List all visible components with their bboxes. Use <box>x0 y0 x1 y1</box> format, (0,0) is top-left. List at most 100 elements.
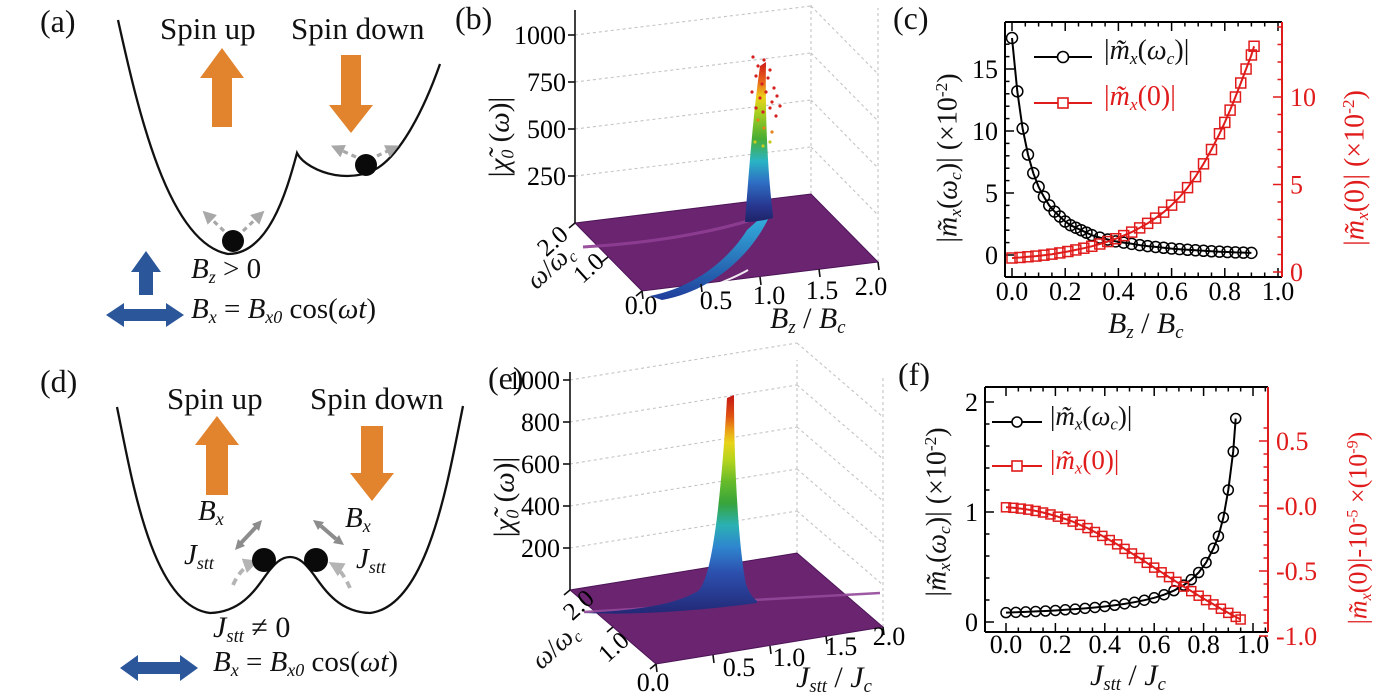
text-segment: m̃ <box>1055 445 1075 475</box>
panel-f-plot: 0.0 0.2 0.4 0.6 0.8 1.0 0 1 2 0.5 -0.0 -0.5 -1.0 <box>965 386 1317 659</box>
legend-label-mx-0-f: |m̃x(0)| <box>1050 446 1119 477</box>
text-segment: c <box>837 317 846 339</box>
corner-tick-label: 0.0 <box>625 291 658 320</box>
series-marker <box>1185 573 1197 586</box>
y-left-tick-label: 5 <box>985 179 998 208</box>
x-tick-label: 0.5 <box>700 286 733 315</box>
series-marker <box>1067 516 1078 527</box>
text-segment: x0 <box>287 660 305 681</box>
series-marker <box>1205 143 1218 156</box>
spike-speckles <box>750 55 782 148</box>
series-marker <box>1222 484 1235 496</box>
series-marker <box>1200 556 1212 569</box>
text-segment: > 0 <box>215 253 262 285</box>
text-segment: ω <box>932 179 964 200</box>
text-segment: ) <box>388 646 399 678</box>
floor-highlight <box>699 269 749 292</box>
fluctuation-arrow <box>241 210 265 233</box>
text-segment: | <box>1050 401 1056 431</box>
legend-label-mx-wc-f: |m̃x(ωc)| <box>1050 402 1132 433</box>
x-tick-label: 1.0 <box>1237 630 1270 659</box>
text-segment: stt <box>1103 674 1121 696</box>
text-segment: cos( <box>304 646 360 678</box>
text-segment: x <box>935 563 955 571</box>
bx-double-arrow-right <box>313 520 344 545</box>
text-segment: = <box>238 646 270 678</box>
text-segment: ) <box>1343 431 1373 441</box>
spin-down-arrow <box>329 55 373 133</box>
series-marker <box>1030 250 1042 262</box>
panel-a-diagram <box>106 19 442 327</box>
spin-up-label-d: Spin up <box>167 381 263 416</box>
bx-field-arrow <box>106 303 184 327</box>
text-segment: ( <box>921 553 953 564</box>
text-segment: x <box>215 509 224 530</box>
text-segment: ω <box>337 293 359 325</box>
text-segment: J <box>1090 659 1104 692</box>
bz-field-arrow <box>131 251 161 295</box>
series-marker <box>1000 502 1012 513</box>
text-segment: m̃ <box>932 216 964 238</box>
legend-label-mx-0-c: |m̃x(0)| <box>1104 82 1176 114</box>
series-marker <box>1015 503 1027 514</box>
text-segment: -2 <box>920 436 940 452</box>
series-marker <box>1070 244 1082 256</box>
z-tick-label: 1000 <box>508 366 560 395</box>
text-segment: J <box>213 611 227 644</box>
legend-marker-mx-wc-f <box>992 416 1042 428</box>
text-segment: ( <box>488 492 521 510</box>
text-segment: x <box>230 660 239 681</box>
x-tick-label: 0.4 <box>1102 277 1135 306</box>
floor-axis-ticks <box>563 589 885 673</box>
z-tick-label: 200 <box>521 534 560 563</box>
series-marker <box>1032 180 1045 194</box>
text-segment: | <box>932 237 964 243</box>
text-segment: (0)|-10 <box>1343 523 1373 594</box>
text-segment: x <box>1129 94 1138 114</box>
series-marker <box>1022 504 1034 515</box>
text-segment: B <box>269 646 288 678</box>
text-segment: ( <box>932 199 964 210</box>
x-axis-title-e: Jstt / Jc <box>796 662 872 697</box>
text-segment: B <box>191 253 209 285</box>
x-tick-label: 0.8 <box>1187 630 1220 659</box>
legend-marker-mx-wc-c <box>1034 50 1092 64</box>
corner-tick-label: 0.0 <box>637 668 670 697</box>
text-segment: x <box>946 209 966 217</box>
bx-field-arrow <box>120 655 198 681</box>
series-marker <box>1006 252 1018 264</box>
series-marker <box>1045 509 1056 520</box>
jstt-label-left: Jstt <box>184 540 214 573</box>
x-axis-title-b: Bz / Bc <box>770 303 846 338</box>
text-segment: χ̃ <box>488 518 521 532</box>
x-tick-label: 0.4 <box>1089 630 1122 659</box>
series-marker <box>1245 49 1258 61</box>
text-segment: (0)| <box>1137 81 1176 112</box>
bx-drive-a: Bx = Bx0 cos(ωt) <box>191 294 376 327</box>
series-marker <box>1062 245 1074 258</box>
text-segment: ω <box>483 112 516 133</box>
series-marker <box>1060 513 1071 525</box>
text-segment: ( <box>1137 35 1147 66</box>
series-marker <box>1037 507 1049 518</box>
series-marker <box>1027 166 1040 180</box>
text-segment: cos( <box>282 293 338 325</box>
wall-gridlines <box>574 4 879 262</box>
x-tick-label: 2.0 <box>873 622 906 651</box>
series-marker <box>1008 502 1019 514</box>
spin-down-arrow <box>350 426 394 501</box>
x-tick-label: 0.8 <box>1209 277 1242 306</box>
y-left-tick-label: 15 <box>972 55 998 84</box>
spin-up-arrow <box>200 48 244 127</box>
text-segment: B <box>1108 307 1127 340</box>
text-segment: B <box>213 646 231 678</box>
series-marker <box>1229 246 1242 259</box>
series-marker <box>1011 85 1024 98</box>
y-left-tick-label: 2 <box>965 388 978 417</box>
text-segment: t <box>380 646 389 678</box>
text-segment: J <box>796 661 810 694</box>
y-left-tick-label: 10 <box>972 117 998 146</box>
y-right-tick-label: -0.0 <box>1276 492 1317 521</box>
spin-ball-right <box>355 154 377 176</box>
series-marker <box>1197 158 1210 170</box>
